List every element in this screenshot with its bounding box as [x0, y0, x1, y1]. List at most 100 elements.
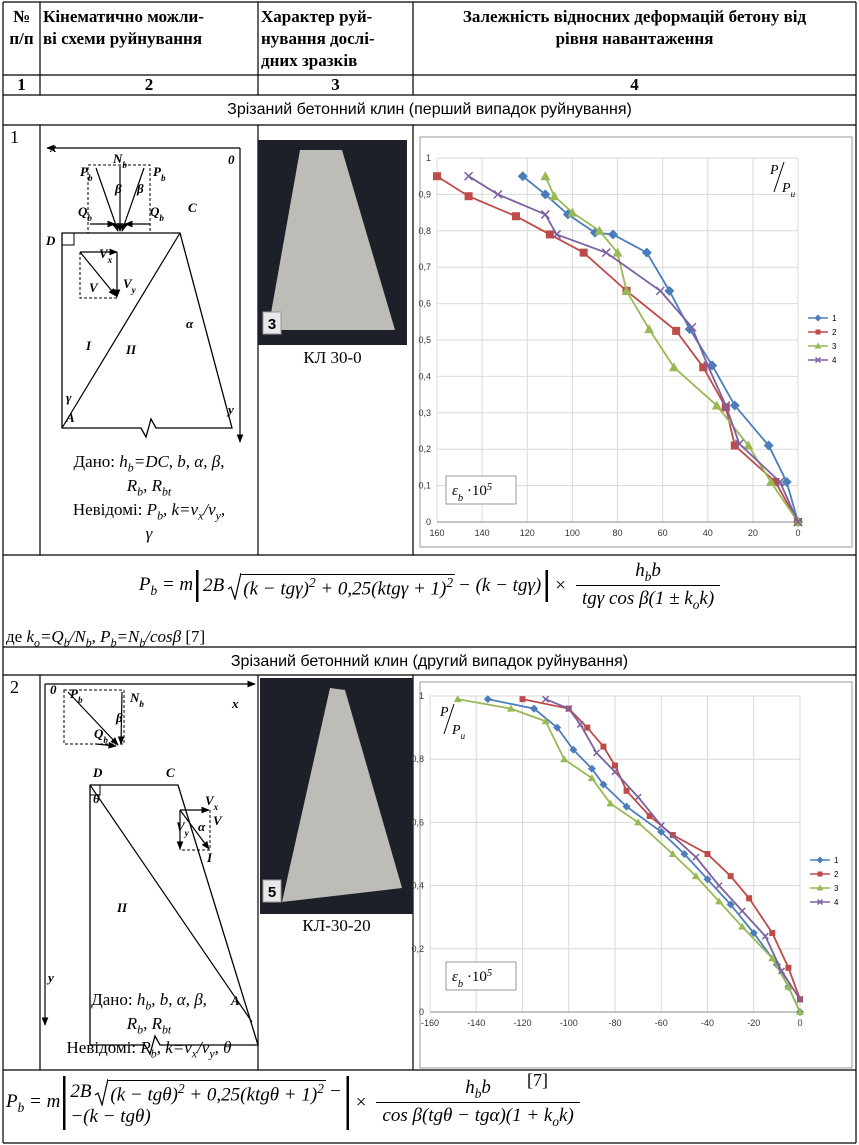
marker [511, 212, 520, 221]
text-part: , P [91, 627, 111, 646]
force-box [63, 689, 125, 745]
arrow [95, 167, 119, 232]
root-body: (k − tgγ)2 + 0,25(ktgγ + 1)2 [241, 573, 456, 600]
x-tick-label: 20 [748, 528, 758, 538]
text-part: = m [157, 573, 194, 595]
marker [567, 207, 578, 217]
text-part: b [139, 635, 146, 650]
text-part: 2 [177, 1080, 185, 1096]
given-text: Дано: hb=DC, b, α, β, [40, 450, 258, 479]
header-text: № [12, 7, 31, 26]
force-box [87, 164, 151, 234]
text-part: 2B [203, 575, 225, 597]
text-part: I [85, 338, 92, 353]
text-part: × [555, 575, 566, 597]
bracket-tail: − [329, 1081, 342, 1103]
x-label: εb ·105 [452, 482, 492, 504]
marker [785, 964, 792, 971]
header-text: нування дослі- [261, 29, 375, 48]
marker [646, 813, 653, 820]
text-part: D [92, 765, 103, 780]
header-text: рівня навантаження [555, 29, 714, 48]
marker [530, 704, 539, 713]
marker [749, 929, 758, 937]
text-part: I [206, 850, 213, 865]
marker [746, 895, 753, 902]
text-part: b [78, 695, 83, 705]
text-part: Дано: [91, 990, 137, 1009]
text-part: y [209, 1046, 215, 1061]
marker [600, 743, 607, 750]
given-text: Невідомі: Pb, k=vx/vy, [40, 498, 258, 527]
marker [715, 882, 723, 890]
fraction-slash [773, 161, 785, 193]
marker [814, 314, 822, 322]
text-part: + 0,25(ktgθ + 1) [184, 1084, 318, 1105]
marker [664, 285, 675, 296]
marker [657, 822, 665, 830]
label-box [445, 475, 517, 505]
column-number: 4 [630, 75, 639, 94]
x-tick-label: -160 [421, 1018, 439, 1028]
marker [552, 229, 562, 239]
marker [542, 695, 550, 703]
text-part: Дано: [73, 452, 120, 471]
marker [727, 873, 734, 880]
text-part: Q [94, 726, 104, 741]
photo-tag: 5 [268, 884, 276, 901]
text-part: + 0,25(ktgγ + 1) [315, 578, 447, 600]
bracket-row: 2B (k − tgγ)2 + 0,25(ktgγ + 1)2 − (k − tg… [203, 572, 542, 601]
text-part: b [122, 160, 127, 170]
label-box [445, 961, 517, 991]
diagram-label: V [89, 280, 99, 295]
text-part: y [215, 508, 221, 523]
arrow [121, 167, 145, 232]
text-part: −(k − tgθ) [70, 1106, 151, 1127]
reference: [7] [527, 1070, 548, 1091]
diagram-label: Qb [150, 204, 164, 223]
marker [655, 286, 665, 296]
diagram-label: x [231, 696, 239, 711]
formula: Pb = m 2B (k − tgγ)2 + 0,25(ktgγ + 1)2 − (… [0, 560, 859, 613]
text-part: P [6, 1090, 18, 1112]
text-part: P [80, 164, 89, 179]
text-part: b [88, 173, 93, 183]
radical-sign [95, 1078, 109, 1106]
text-part: V [205, 793, 215, 808]
header-text: ві схеми руйнування [43, 29, 203, 48]
y-tick-label: 0 [426, 517, 431, 527]
text-part: x [198, 508, 204, 523]
text-part: x [191, 1046, 198, 1061]
text-part: − (k − tgγ) [458, 575, 542, 597]
marker [816, 856, 824, 864]
y-tick-label: 0,4 [411, 881, 424, 891]
text-part: β [136, 181, 144, 196]
photo-tag-box [262, 311, 282, 335]
photo-tag: 3 [268, 316, 276, 333]
marker [743, 440, 754, 450]
text-part: k) [559, 1104, 574, 1126]
text-part: k) [699, 587, 715, 609]
marker [493, 189, 503, 199]
diagram-label: 0 [228, 152, 235, 167]
given-text: Невідомі: Pb, k=vx/vy, θ [40, 1036, 258, 1065]
legend-label: 1 [834, 856, 839, 865]
text-part: V [123, 276, 133, 291]
legend-label: 4 [834, 898, 839, 907]
radical-sign [227, 573, 242, 601]
legend-label: 2 [832, 328, 837, 337]
marker [816, 898, 824, 906]
text-part: h [119, 452, 128, 471]
x-label: εb ·105 [452, 968, 492, 990]
text-part: P [140, 1038, 151, 1057]
text-part: b [161, 173, 166, 183]
text-part: ·10 [463, 969, 487, 985]
x-tick-label: -100 [560, 1018, 578, 1028]
marker [623, 787, 630, 794]
text-part: N [129, 690, 140, 705]
y-tick-label: 1 [426, 153, 431, 163]
text-part: h [635, 560, 645, 581]
marker [769, 930, 776, 936]
marker [553, 723, 562, 732]
